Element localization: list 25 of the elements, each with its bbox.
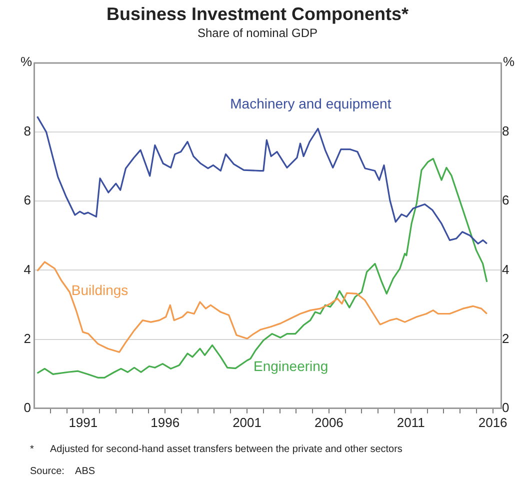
- x-tick-label: 2001: [232, 414, 262, 430]
- x-tick-label: 1991: [68, 414, 98, 430]
- series-label: Machinery and equipment: [230, 95, 392, 112]
- series-label: Buildings: [71, 282, 128, 298]
- x-tick-label: 2011: [396, 414, 425, 430]
- y-tick-label: 4: [24, 262, 31, 277]
- y-tick-label: 6: [24, 192, 31, 208]
- y2-tick-label: 0: [502, 400, 510, 415]
- x-tick-label: 2006: [314, 414, 344, 430]
- chart-subtitle: Share of nominal GDP: [196, 26, 319, 40]
- x-tick-label: 2016: [478, 414, 508, 430]
- y-tick-label: 2: [24, 330, 31, 346]
- series-label: Engineering: [253, 358, 328, 374]
- y-tick-label: 0: [24, 400, 31, 415]
- y2-tick-label: 2: [502, 330, 510, 346]
- text: * Adjusted for second-hand asset transfers between the private and other sectors: [30, 444, 404, 456]
- y2-tick-label: 6: [502, 192, 510, 208]
- x-tick-label: 1996: [150, 414, 180, 430]
- y-tick-label: 8: [24, 124, 31, 139]
- y2-tick-label: 8: [502, 124, 510, 139]
- y-axis-title: %: [20, 54, 32, 70]
- y2-axis-title: %: [503, 54, 515, 70]
- chart-title: Business Investment Components*: [105, 4, 410, 25]
- y2-tick-label: 4: [502, 262, 510, 277]
- source-note: Source: ABS: [30, 466, 96, 478]
